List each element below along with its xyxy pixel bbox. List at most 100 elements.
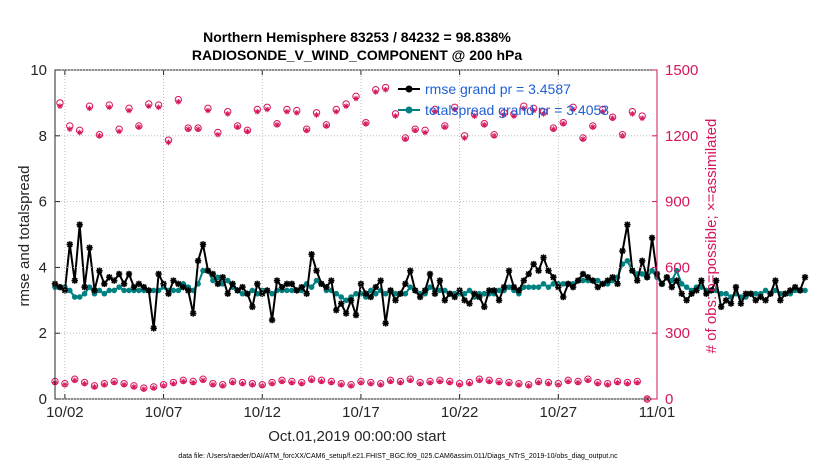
rmse-marker [318,280,325,288]
y2-tick-label: 900 [665,194,690,211]
obs_assimilated-marker [442,124,448,130]
rmse-marker [767,290,774,297]
rmse-marker [693,287,700,294]
legend-rmse-text: rmse grand pr = 3.4587 [425,81,571,97]
obs_assimilated-marker [264,106,270,113]
totalspread-marker [392,290,399,297]
rmse-marker [747,290,754,297]
rmse-marker [421,287,429,294]
obs_assimilated-marker [234,124,241,130]
obs_low_assimilated-marker [91,384,98,390]
totalspread-marker [673,267,680,274]
rmse-marker [436,277,444,284]
y-tick-label: 2 [39,325,47,342]
rmse-marker [530,260,537,268]
totalspread-marker [594,277,601,284]
rmse-marker [239,283,246,291]
rmse-marker [81,283,88,291]
totalspread-marker [67,287,73,294]
y-axis-label: rmse and totalspread [16,166,33,307]
rmse-marker [451,293,458,301]
y2-tick-label: 0 [665,391,673,408]
rmse-marker [125,270,133,278]
totalspread-marker [649,267,655,274]
totalspread-marker [313,277,320,284]
y2-tick-label: 1500 [665,62,698,79]
obs_assimilated-marker [126,107,132,114]
x-tick-label: 10/17 [342,404,380,421]
rmse-marker [476,293,483,301]
obs_assimilated-marker [422,129,428,136]
obs_low_assimilated-marker [141,386,147,392]
totalspread-marker [427,284,433,290]
obs_low_assimilated-marker [101,381,108,388]
rmse-marker [199,241,207,248]
totalspread-marker [71,294,78,300]
obs_assimilated-marker [254,108,261,115]
rmse-marker [609,274,616,281]
obs_low_assimilated-marker [318,378,325,385]
totalspread-marker [116,284,122,290]
rmse-marker [323,283,330,291]
obs_assimilated-marker [333,108,340,115]
rmse-marker [337,300,345,307]
obs_low_assimilated-marker [111,379,118,386]
rmse-marker [135,280,143,288]
obs_assimilated-marker [530,107,537,114]
y2-axis-label: # of obs: o=possible; ×=assimilated [703,119,720,354]
obs_assimilated-marker [580,136,586,142]
obs_low_assimilated-marker [180,378,187,385]
totalspread-marker [96,287,103,294]
rmse-marker [234,287,241,294]
rmse-marker [308,251,315,258]
totalspread-marker [683,284,690,290]
totalspread-marker [506,284,512,290]
obs_assimilated-marker [451,106,458,113]
rmse-marker [461,297,468,304]
obs_assimilated-marker [511,113,517,119]
rmse-marker [224,290,231,297]
y-tick-label: 10 [30,62,47,79]
obs_assimilated-marker [392,113,399,119]
obs_assimilated-marker [599,108,606,115]
rmse-marker [698,277,705,284]
obs_assimilated-marker [432,108,438,115]
plot-area [51,83,809,403]
totalspread-marker [550,281,557,287]
obs_low_assimilated-marker [446,379,453,386]
obs_low_assimilated-marker [506,380,512,387]
y-tick-label: 0 [39,391,47,408]
rmse-marker [288,280,296,288]
totalspread-marker [210,277,216,284]
rmse-marker [392,297,399,304]
obs_assimilated-marker [185,126,192,133]
obs_assimilated-marker [590,124,596,130]
totalspread-marker [402,290,409,297]
totalspread-marker [762,287,769,294]
obs_low_assimilated-marker [585,377,591,384]
rmse-marker [56,283,64,291]
rmse-marker [76,221,83,228]
rmse-marker [86,244,93,251]
obs_low_assimilated-marker [437,378,443,385]
rmse-marker [643,274,651,281]
rmse-marker [342,310,350,317]
obs_assimilated-marker [412,127,419,134]
rmse-marker [254,280,261,288]
obs_low_assimilated-marker [170,380,177,387]
obs_low_assimilated-marker [71,377,78,384]
obs_low_assimilated-marker [121,381,127,388]
totalspread-marker [624,258,631,264]
obs_assimilated-marker [274,122,280,128]
legend-spread-marker [405,106,413,114]
obs_assimilated-marker [57,103,63,109]
obs_assimilated-marker [205,107,211,114]
totalspread-marker [530,284,537,290]
totalspread-marker [466,287,473,294]
totalspread-marker [86,284,93,290]
rmse-marker [96,267,103,274]
obs_low_assimilated-marker [81,380,88,387]
obs_low_assimilated-marker [338,381,344,388]
totalspread-marker [368,287,374,294]
rmse-marker [658,280,666,288]
